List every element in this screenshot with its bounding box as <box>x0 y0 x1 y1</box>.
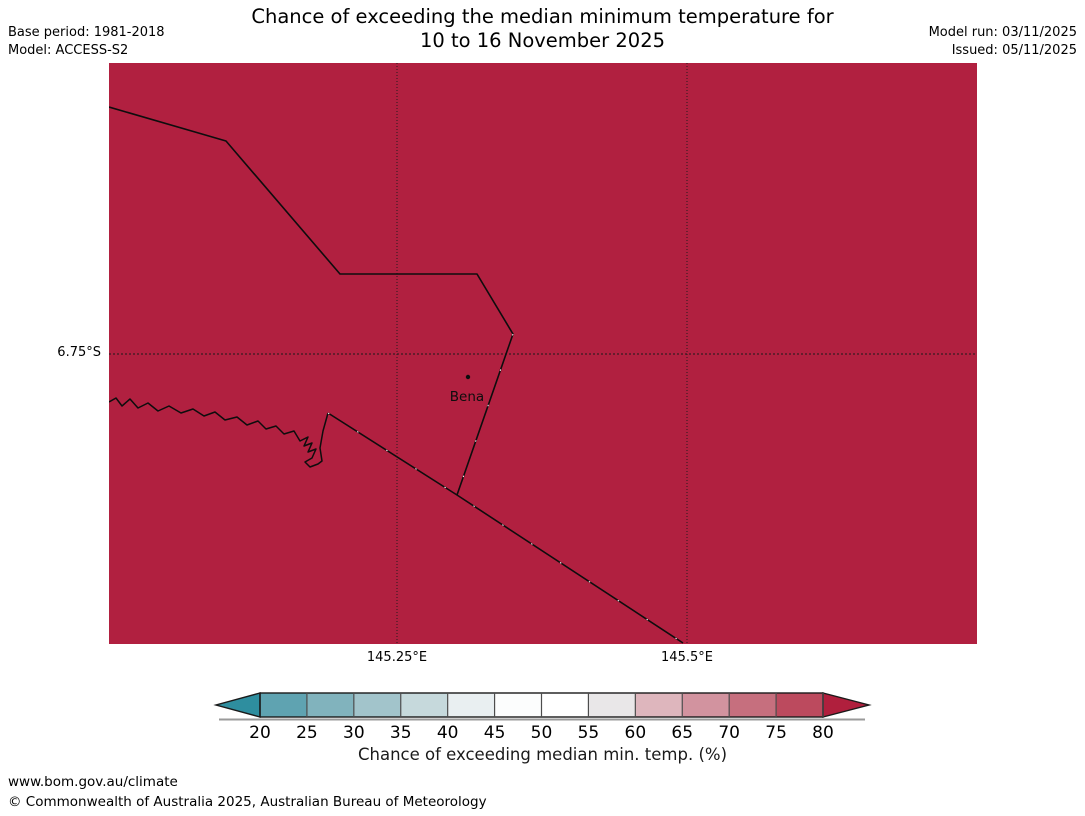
issued-text: Issued: 05/11/2025 <box>951 43 1077 58</box>
town-marker-dot <box>465 374 471 380</box>
colorbar-segment-35 <box>400 693 448 717</box>
colorbar-tick-30: 30 <box>343 723 365 743</box>
title-line-2: 10 to 16 November 2025 <box>419 29 666 52</box>
colorbar-arrow-below-20 <box>213 692 261 718</box>
colorbar-arrow-above-80 <box>822 692 872 718</box>
colorbar-tick-45: 45 <box>484 723 506 743</box>
title-line-1: Chance of exceeding the median minimum t… <box>251 5 834 28</box>
colorbar-tick-55: 55 <box>578 723 600 743</box>
x-axis-tick-label-145-5e: 145.5°E <box>661 650 713 665</box>
footer-url: www.bom.gov.au/climate <box>8 774 178 790</box>
forecast-map: Bena <box>108 63 977 644</box>
model-text: Model: ACCESS-S2 <box>8 43 129 58</box>
page-title: Chance of exceeding the median minimum t… <box>0 5 1085 53</box>
district-boundary-upper <box>108 106 514 496</box>
colorbar-tick-80: 80 <box>812 723 834 743</box>
header-right-block: Model run: 03/11/2025 Issued: 05/11/2025 <box>929 24 1077 60</box>
colorbar-tick-65: 65 <box>671 723 693 743</box>
town-label: Bena <box>450 389 484 405</box>
colorbar-segment-75 <box>776 693 823 717</box>
probability-colorbar: 20 25 30 35 40 45 50 55 60 65 70 75 80 <box>213 692 872 743</box>
colorbar-tick-50: 50 <box>531 723 553 743</box>
colorbar-segment-60 <box>635 693 683 717</box>
map-canvas: Bena <box>108 63 977 644</box>
colorbar-segment-70 <box>729 693 777 717</box>
colorbar-segment-65 <box>682 693 730 717</box>
colorbar-tick-25: 25 <box>296 723 318 743</box>
footer-copyright: © Commonwealth of Australia 2025, Austra… <box>8 794 487 810</box>
colorbar-tick-40: 40 <box>437 723 459 743</box>
colorbar-tick-75: 75 <box>765 723 787 743</box>
colorbar-tick-20: 20 <box>249 723 271 743</box>
x-axis-tick-label-145-25e: 145.25°E <box>366 650 428 665</box>
colorbar-segment-20 <box>260 693 307 717</box>
colorbar-segment-30 <box>353 693 401 717</box>
district-boundary-diagonal <box>327 412 684 644</box>
colorbar-segment-50 <box>541 693 589 717</box>
model-run-text: Model run: 03/11/2025 <box>928 25 1077 40</box>
map-probability-fill <box>109 63 977 644</box>
base-period-text: Base period: 1981-2018 <box>8 25 165 40</box>
colorbar-segment-25 <box>306 693 354 717</box>
colorbar-caption: Chance of exceeding median min. temp. (%… <box>357 745 728 764</box>
colorbar-segment-55 <box>588 693 636 717</box>
river-line <box>108 397 329 468</box>
colorbar-tick-70: 70 <box>718 723 740 743</box>
colorbar-segment-40 <box>447 693 495 717</box>
colorbar-tick-60: 60 <box>625 723 647 743</box>
y-axis-tick-label: 6.75°S <box>57 345 101 360</box>
colorbar-segment-45 <box>494 693 542 717</box>
header-left-block: Base period: 1981-2018 Model: ACCESS-S2 <box>8 24 165 60</box>
colorbar-tick-35: 35 <box>390 723 412 743</box>
